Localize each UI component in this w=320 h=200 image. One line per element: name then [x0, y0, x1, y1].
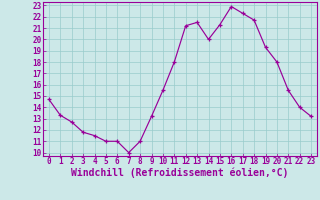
X-axis label: Windchill (Refroidissement éolien,°C): Windchill (Refroidissement éolien,°C): [71, 168, 289, 178]
